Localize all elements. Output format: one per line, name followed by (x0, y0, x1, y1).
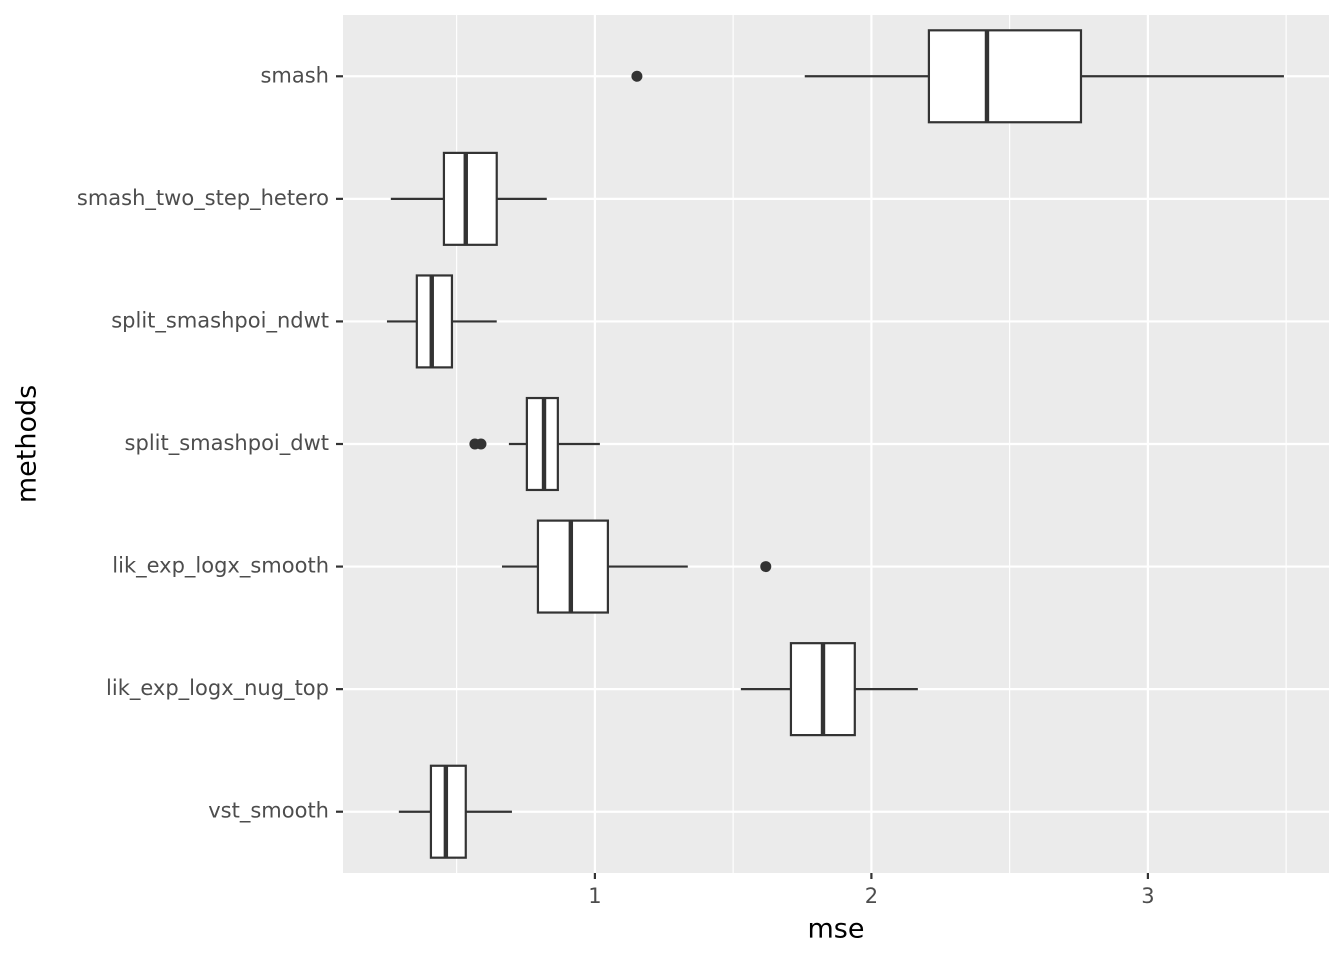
y-tick-label: vst_smooth (208, 799, 329, 824)
y-tick-label: split_smashpoi_ndwt (111, 308, 329, 333)
y-axis-title: methods (12, 385, 43, 503)
box (442, 151, 498, 246)
outlier (631, 70, 643, 82)
outlier (475, 438, 487, 450)
y-tick-label: split_smashpoi_dwt (125, 431, 329, 456)
y-tick-label: smash (260, 63, 329, 87)
x-tick-label: 1 (588, 884, 601, 908)
x-tick-label: 3 (1141, 884, 1154, 908)
box (415, 274, 454, 369)
outlier (760, 561, 772, 573)
y-tick-label: lik_exp_logx_nug_top (106, 676, 329, 701)
box (927, 29, 1083, 124)
y-tick-label: smash_two_step_hetero (77, 186, 329, 211)
y-tick-label: lik_exp_logx_smooth (112, 554, 329, 579)
x-axis-title: mse (808, 914, 865, 945)
box (429, 764, 467, 859)
x-tick-label: 2 (865, 884, 878, 908)
